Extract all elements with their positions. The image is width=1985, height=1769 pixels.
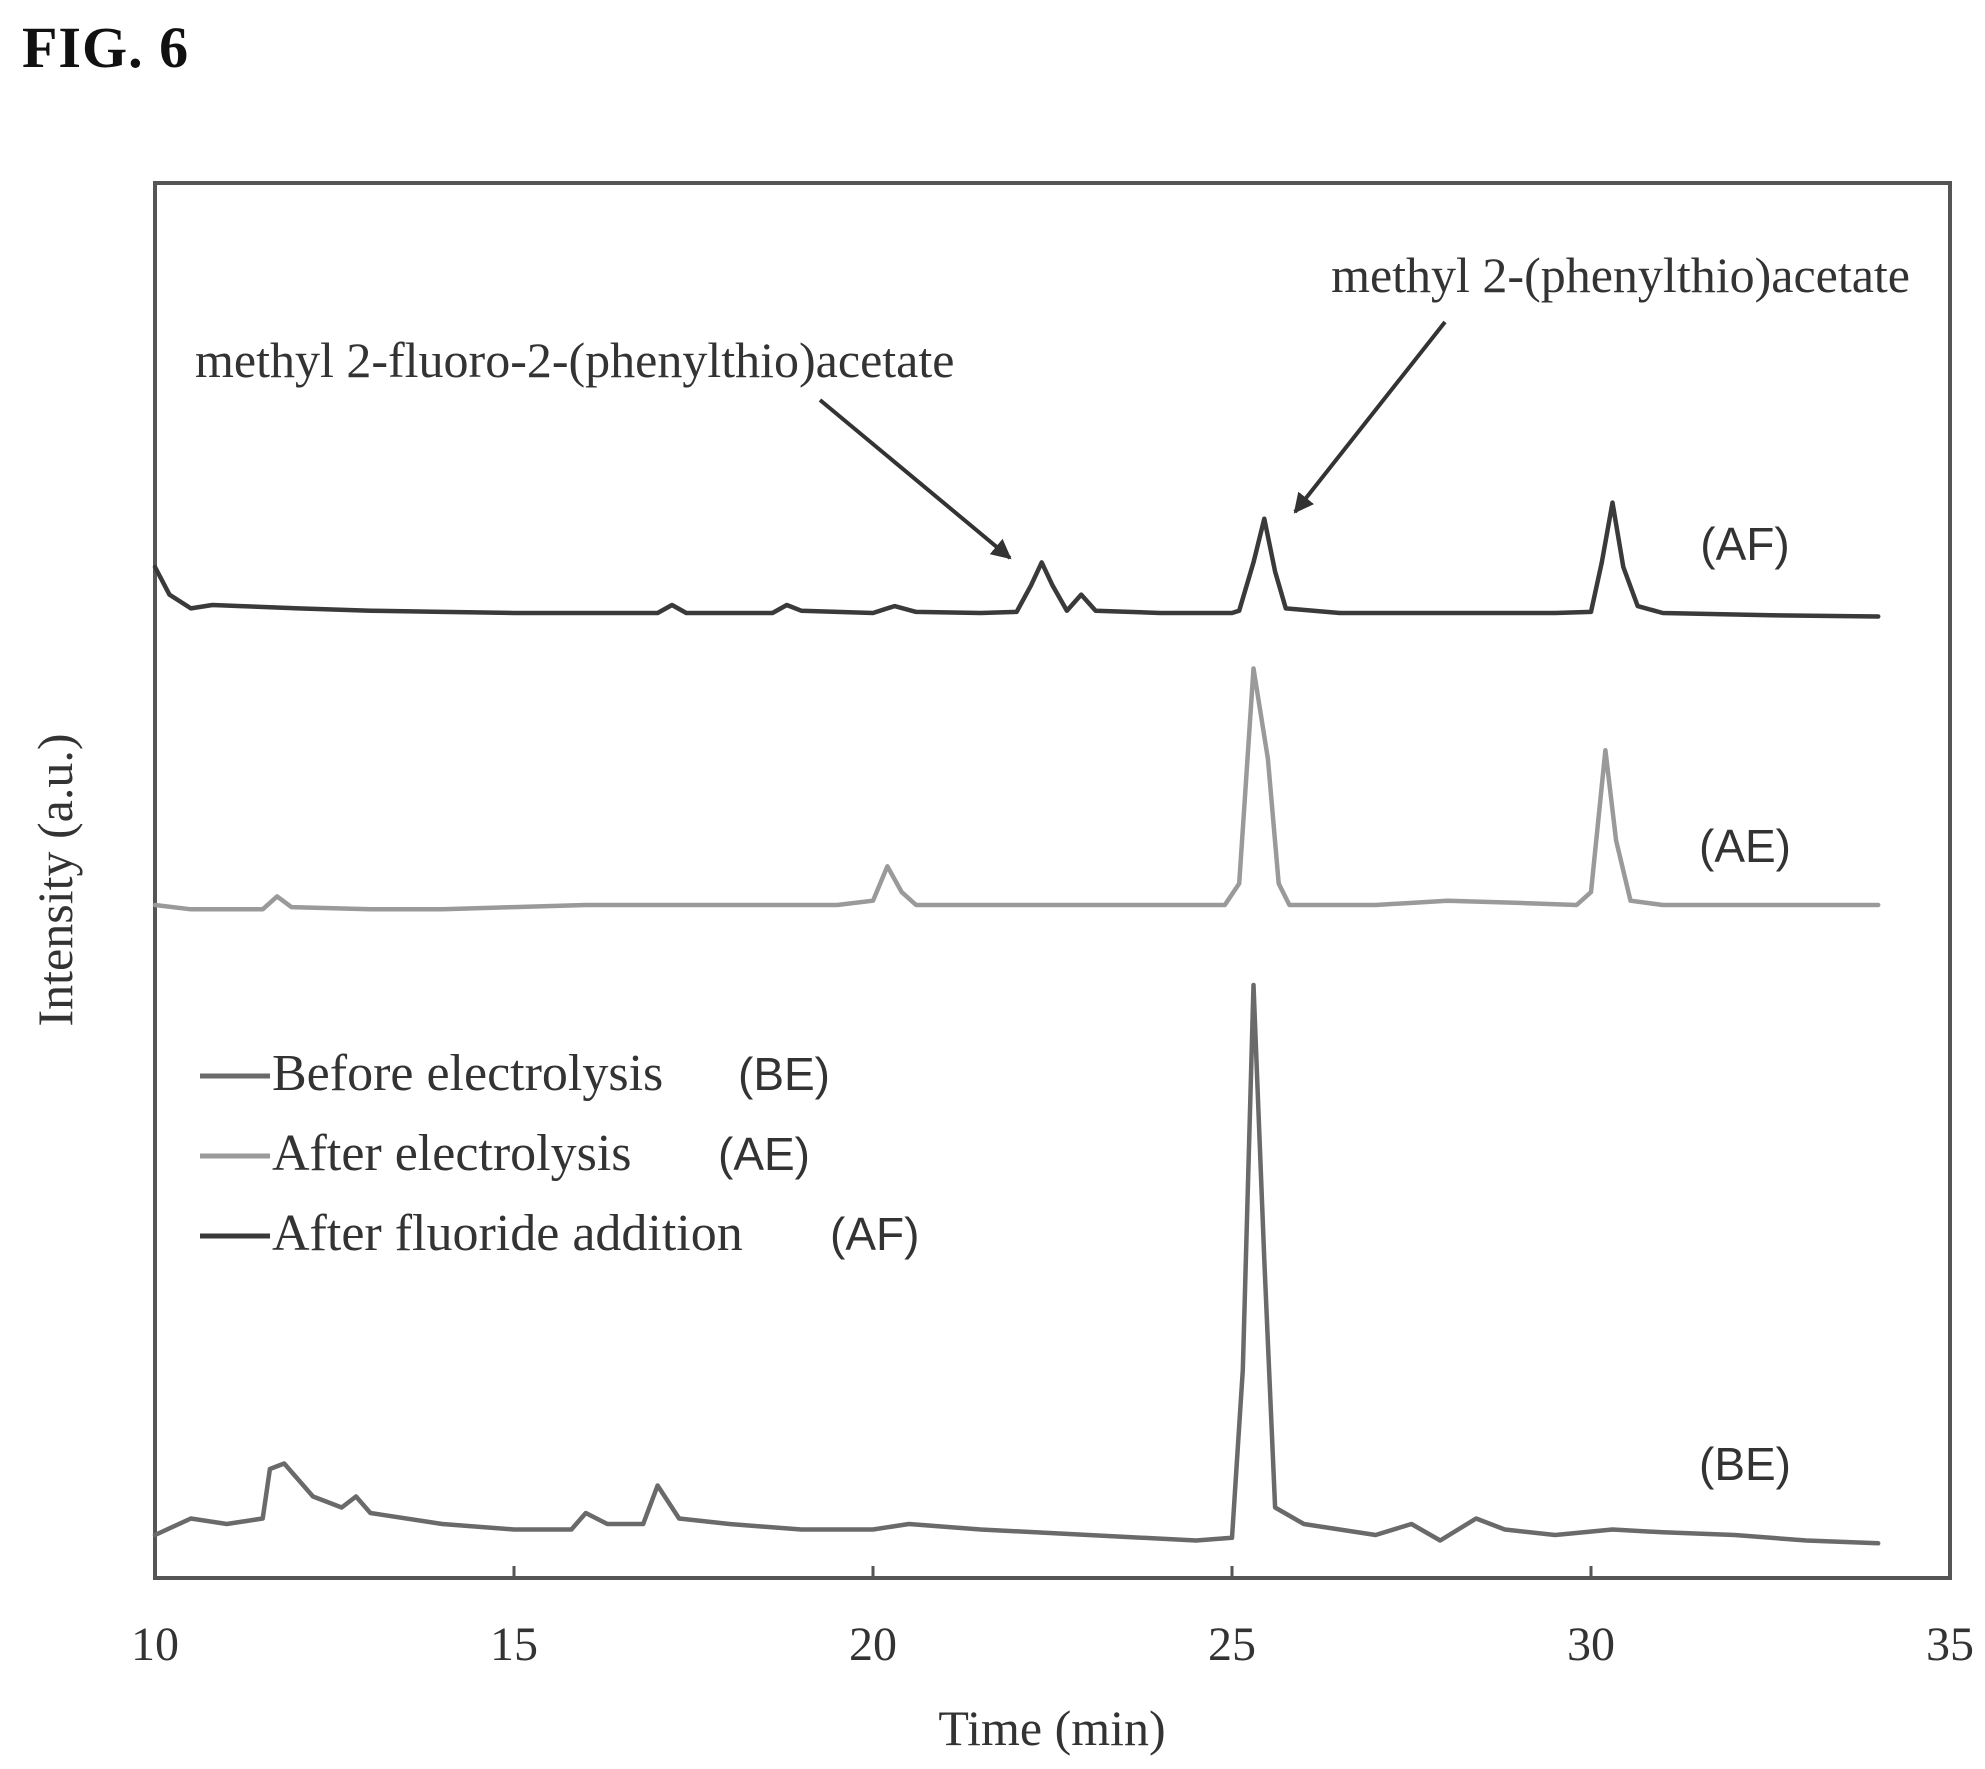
legend-label: After fluoride addition: [272, 1205, 743, 1262]
plot-frame: [153, 181, 1952, 1580]
annotation-arrow: [1293, 320, 1447, 514]
annotation-label: methyl 2-fluoro-2-(phenylthio)acetate: [195, 332, 954, 388]
annotation-label: methyl 2-(phenylthio)acetate: [1331, 247, 1910, 303]
series-tag: (BE): [1699, 1438, 1791, 1490]
series-tag: (AE): [1699, 820, 1791, 872]
x-axis-title: Time (min): [938, 1700, 1165, 1756]
legend-tag: (BE): [738, 1048, 830, 1100]
series-tags: (AF) (AE) (BE): [1699, 518, 1791, 1490]
annotations: methyl 2-fluoro-2-(phenylthio)acetate met…: [195, 247, 1910, 560]
x-tick-label: 25: [1208, 1618, 1256, 1671]
series-traces: [152, 500, 1881, 1546]
series-tag: (AF): [1700, 518, 1789, 570]
series-line: [152, 982, 1881, 1546]
legend-tag: (AE): [718, 1128, 810, 1180]
x-tick-label: 30: [1567, 1618, 1615, 1671]
legend-tag: (AF): [830, 1208, 919, 1260]
series-line: [152, 500, 1881, 619]
x-tick-label: 20: [849, 1618, 897, 1671]
x-tick-label: 15: [490, 1618, 538, 1671]
y-axis-title: Intensity (a.u.): [27, 734, 83, 1027]
x-tick-label: 10: [131, 1618, 179, 1671]
series-line: [152, 666, 1881, 912]
x-axis-ticks: 10 15 20 25 30 35: [131, 1566, 1974, 1671]
legend-label: Before electrolysis: [272, 1045, 663, 1102]
legend: Before electrolysis (BE) After electrolysi…: [200, 1045, 919, 1262]
x-tick-label: 35: [1926, 1618, 1974, 1671]
figure-label: FIG. 6: [22, 15, 190, 80]
legend-label: After electrolysis: [272, 1125, 632, 1182]
annotation-arrow: [818, 398, 1012, 560]
